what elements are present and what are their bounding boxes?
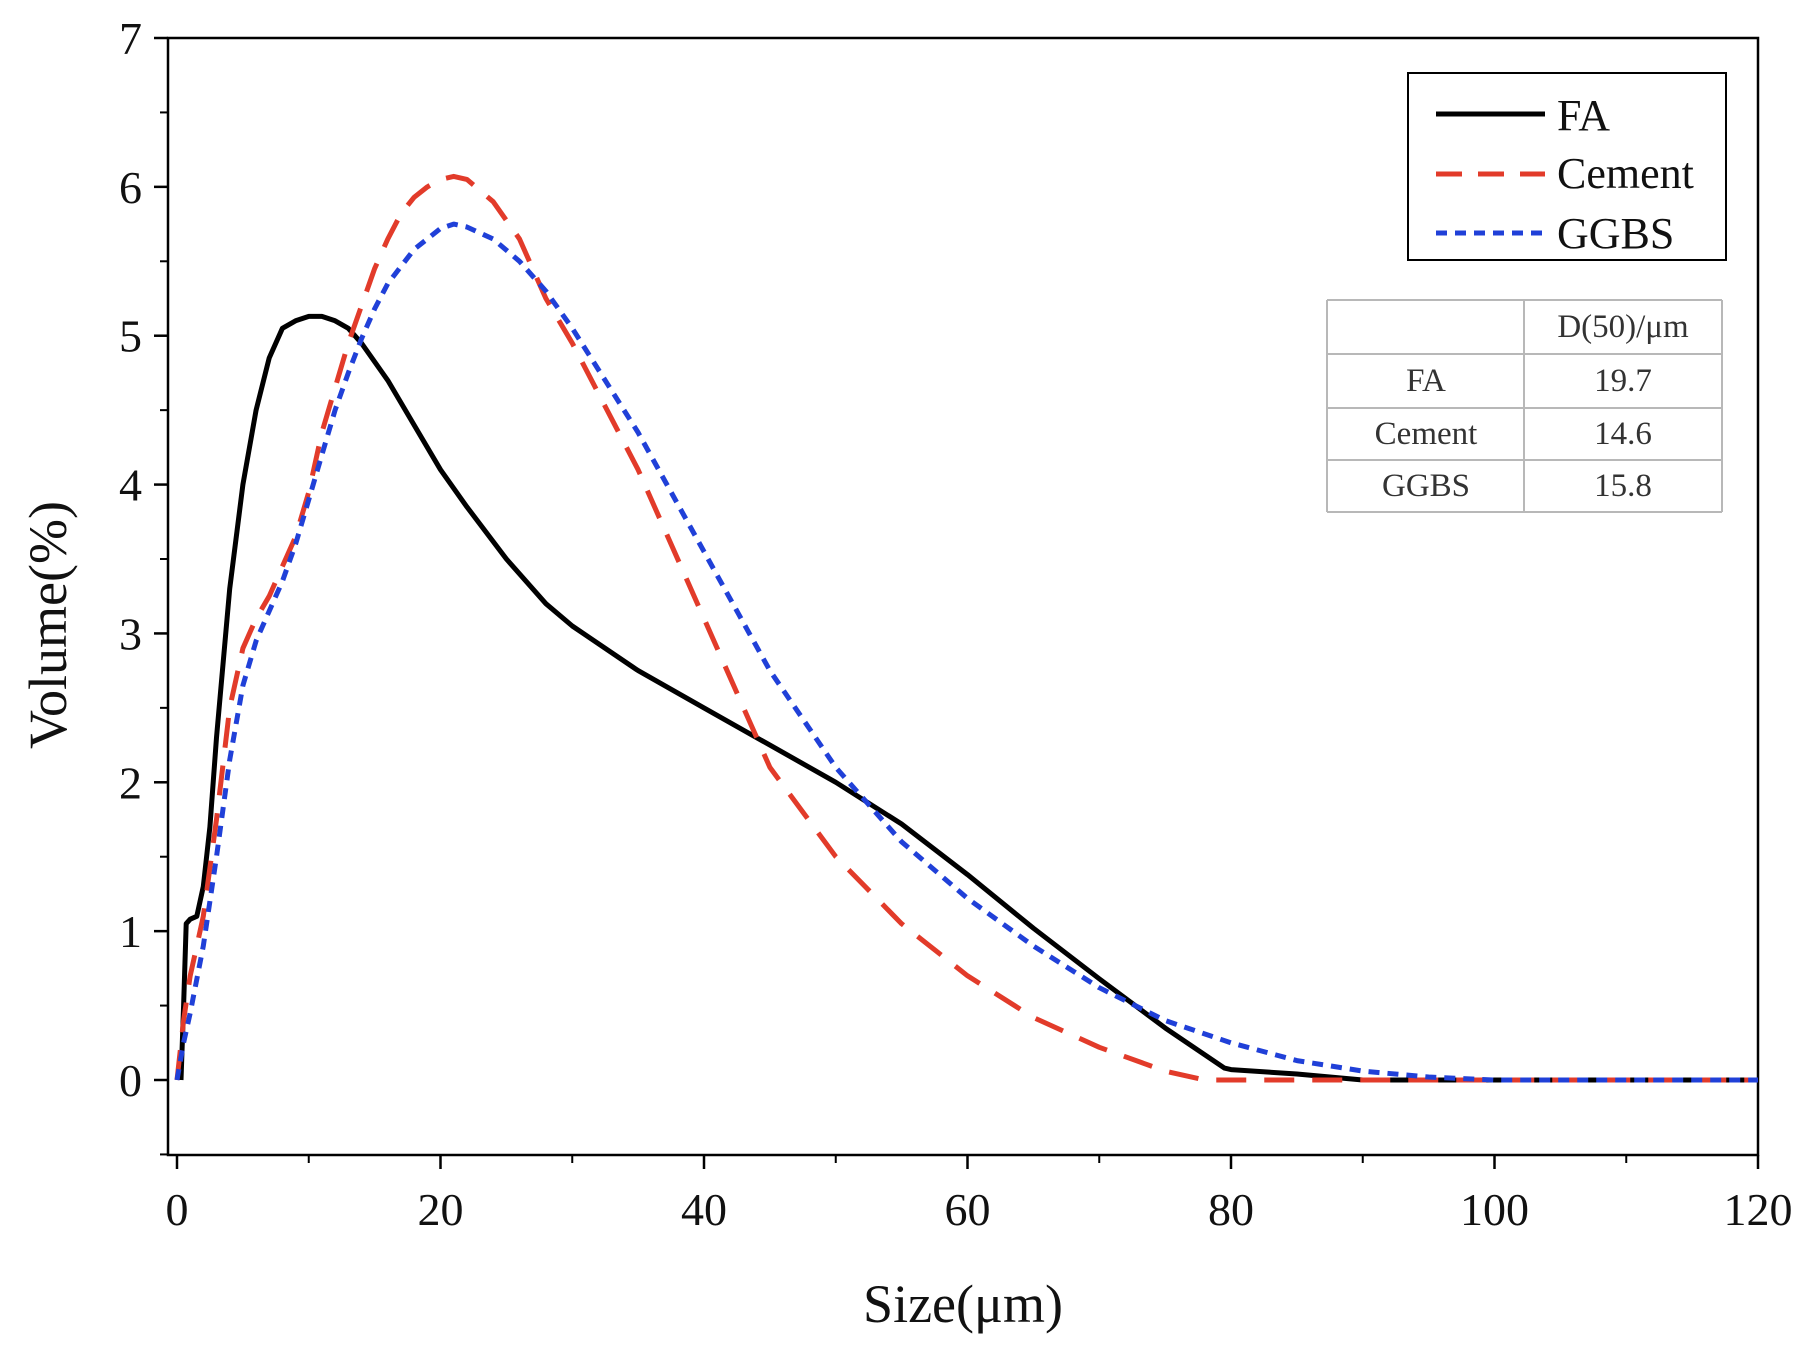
y-tick-label: 6 xyxy=(119,162,142,213)
legend-label-cement: Cement xyxy=(1557,149,1694,198)
series-layer xyxy=(174,173,1758,1083)
y-axis-title: Volume(%) xyxy=(18,501,78,749)
y-tick-label: 5 xyxy=(119,311,142,362)
table-value-fa: 19.7 xyxy=(1594,363,1652,399)
table-row-label-fa: FA xyxy=(1406,363,1446,399)
x-tick-label: 80 xyxy=(1208,1184,1254,1235)
x-tick-label: 60 xyxy=(945,1184,991,1235)
legend-label-fa: FA xyxy=(1557,91,1610,140)
d50-table: D(50)/μm FA 19.7 Cement 14.6 GGBS 15.8 xyxy=(1326,299,1723,513)
y-tick-label: 7 xyxy=(119,13,142,64)
x-tick-label: 120 xyxy=(1724,1184,1793,1235)
series-line-ggbs xyxy=(174,221,1758,1083)
x-tick-label: 20 xyxy=(418,1184,464,1235)
y-tick-label: 2 xyxy=(119,757,142,808)
table-header-d50: D(50)/μm xyxy=(1557,309,1689,345)
table-value-cement: 14.6 xyxy=(1594,416,1652,452)
x-tick-label: 0 xyxy=(166,1184,189,1235)
legend: FA Cement GGBS xyxy=(1407,72,1727,261)
legend-box xyxy=(1407,72,1727,261)
table-row-label-cement: Cement xyxy=(1375,416,1478,452)
y-tick-label: 4 xyxy=(119,460,142,511)
x-tick-label: 40 xyxy=(681,1184,727,1235)
ticks-layer: 0 20 40 60 80 100 120 0 1 2 3 4 5 6 7 xyxy=(119,13,1793,1235)
x-tick-label: 100 xyxy=(1460,1184,1529,1235)
x-axis-title: Size(μm) xyxy=(863,1274,1063,1334)
table-value-ggbs: 15.8 xyxy=(1594,468,1652,504)
series-line-fa xyxy=(178,313,1758,1083)
y-tick-label: 3 xyxy=(119,608,142,659)
plot-frame xyxy=(166,36,1760,1157)
y-tick-label: 1 xyxy=(119,906,142,957)
series-line-cement xyxy=(174,173,1758,1083)
y-tick-label: 0 xyxy=(119,1055,142,1106)
legend-label-ggbs: GGBS xyxy=(1557,209,1674,258)
table-row-label-ggbs: GGBS xyxy=(1382,468,1470,504)
